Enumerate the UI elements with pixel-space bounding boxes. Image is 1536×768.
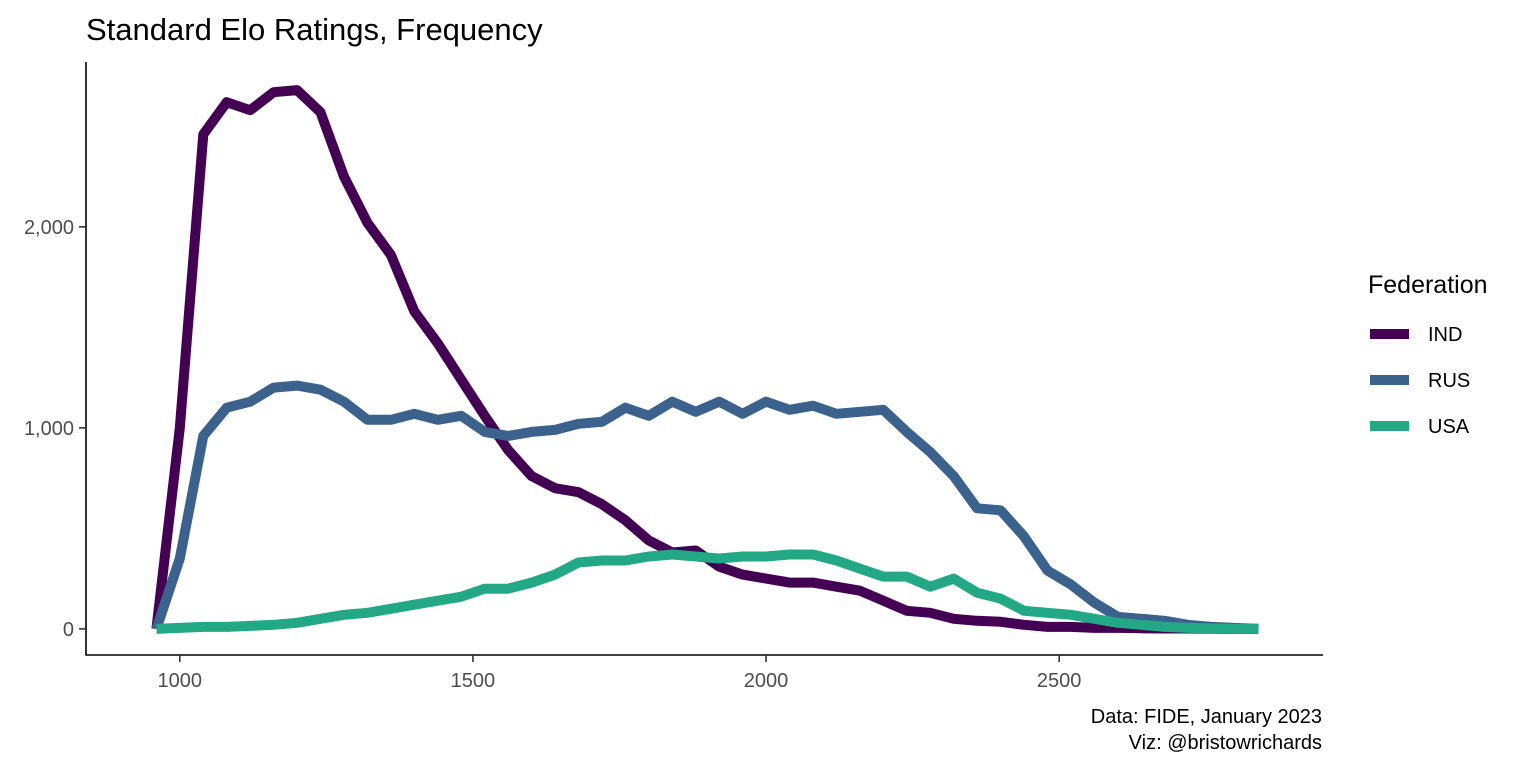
legend-items: IND RUS USA bbox=[1370, 324, 1470, 438]
x-tick-label: 2500 bbox=[1037, 670, 1082, 692]
series-line-ind bbox=[151, 85, 1259, 634]
legend-label-usa: USA bbox=[1428, 416, 1470, 438]
caption-data-source: Data: FIDE, January 2023 bbox=[1091, 706, 1322, 728]
x-tick-label: 1000 bbox=[158, 670, 203, 692]
x-tick-label: 1500 bbox=[451, 670, 496, 692]
caption: Data: FIDE, January 2023 Viz: @bristowri… bbox=[1091, 706, 1322, 754]
axis-lines bbox=[85, 62, 1323, 656]
x-tick-label: 2000 bbox=[744, 670, 789, 692]
series-line-rus bbox=[151, 380, 1259, 634]
legend: Federation IND RUS USA bbox=[1368, 271, 1488, 438]
y-tick-label: 1,000 bbox=[24, 418, 74, 440]
y-tick-label: 0 bbox=[63, 619, 74, 641]
y-tick-label: 2,000 bbox=[24, 217, 74, 239]
series-line-usa bbox=[156, 549, 1259, 634]
y-axis: 0 1,000 2,000 bbox=[24, 217, 86, 641]
legend-title: Federation bbox=[1368, 271, 1488, 299]
legend-label-rus: RUS bbox=[1428, 370, 1470, 392]
x-axis: 1000 1500 2000 2500 bbox=[158, 655, 1082, 692]
legend-label-ind: IND bbox=[1428, 324, 1462, 346]
caption-viz-credit: Viz: @bristowrichards bbox=[1129, 732, 1322, 754]
series-layer bbox=[151, 85, 1259, 634]
chart-title: Standard Elo Ratings, Frequency bbox=[86, 12, 543, 47]
